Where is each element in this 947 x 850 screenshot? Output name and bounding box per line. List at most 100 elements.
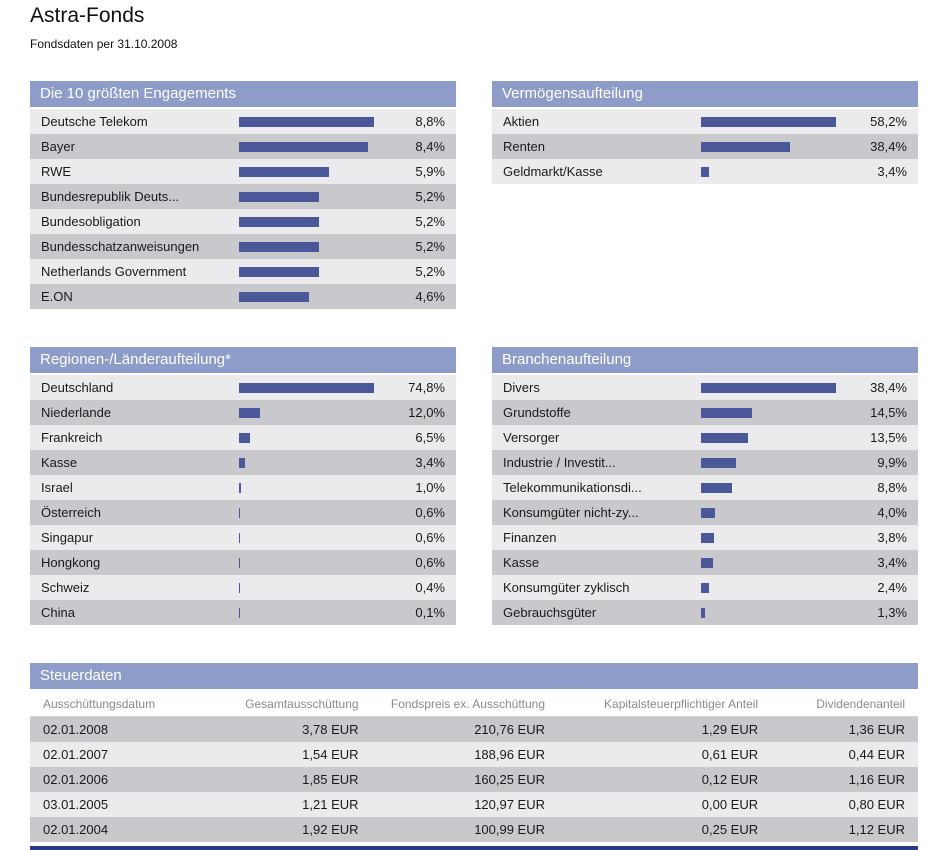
chart-row-value: 4,0% bbox=[877, 505, 907, 520]
table-cell: 120,97 EUR bbox=[474, 797, 546, 812]
chart-row-label: Gebrauchsgüter bbox=[503, 605, 597, 620]
chart-row-label: RWE bbox=[41, 164, 72, 179]
table-column-header: Fondspreis ex. Ausschüttung bbox=[390, 696, 546, 711]
table-cell: 02.01.2006 bbox=[43, 772, 109, 787]
panel-asset-allocation: Vermögensaufteilung Aktien 58,2% Renten 38,… bbox=[492, 81, 918, 184]
chart-row-label: Bundesrepublik Deuts... bbox=[41, 189, 180, 204]
chart-bar-area bbox=[238, 532, 386, 543]
chart-row-value: 9,9% bbox=[877, 455, 907, 470]
chart-row-value: 3,4% bbox=[877, 555, 907, 570]
table-column-header: Kapitalsteuerpflichtiger Anteil bbox=[604, 696, 759, 711]
chart-row-label: Österreich bbox=[41, 505, 101, 520]
chart-row-label: Divers bbox=[503, 380, 540, 395]
chart-row-value: 38,4% bbox=[870, 380, 907, 395]
table-cell: 0,25 EUR bbox=[701, 822, 759, 837]
chart-bar-area bbox=[238, 116, 386, 127]
panel-body: Divers 38,4% Grundstoffe 14,5% Versorger 13,5… bbox=[492, 375, 918, 625]
chart-row-value: 5,2% bbox=[415, 264, 445, 279]
table-cell: 1,92 EUR bbox=[302, 822, 359, 837]
chart-row: Bayer 8,4% bbox=[30, 134, 456, 159]
chart-row: Niederlande 12,0% bbox=[30, 400, 456, 425]
chart-bar-area bbox=[238, 557, 386, 568]
chart-row: Schweiz 0,4% bbox=[30, 575, 456, 600]
chart-row-label: Industrie / Investit... bbox=[503, 455, 616, 470]
chart-bar bbox=[238, 191, 319, 202]
chart-row-label: Versorger bbox=[503, 430, 560, 445]
chart-bar-area bbox=[700, 407, 848, 418]
chart-bar-area bbox=[700, 532, 848, 543]
chart-row: Kasse 3,4% bbox=[492, 550, 918, 575]
chart-bar bbox=[238, 291, 310, 302]
table-head-row: Ausschüttungsdatum Gesamtausschüttung Fond… bbox=[30, 691, 918, 717]
chart-bar-area bbox=[700, 457, 848, 468]
chart-row-label: Netherlands Government bbox=[41, 264, 187, 279]
chart-row-value: 3,8% bbox=[877, 530, 907, 545]
chart-row: Renten 38,4% bbox=[492, 134, 918, 159]
chart-row-value: 12,0% bbox=[408, 405, 445, 420]
chart-row-label: Finanzen bbox=[503, 530, 557, 545]
table-cell: 0,80 EUR bbox=[848, 797, 905, 812]
chart-row-label: Renten bbox=[503, 139, 545, 154]
table-cell: 160,25 EUR bbox=[474, 772, 546, 787]
chart-bar bbox=[238, 241, 319, 252]
chart-bar-area bbox=[700, 557, 848, 568]
chart-bar bbox=[238, 407, 261, 418]
chart-row-value: 3,4% bbox=[415, 455, 445, 470]
chart-bar-area bbox=[700, 116, 848, 127]
table-column-header: Ausschüttungsdatum bbox=[43, 696, 156, 711]
chart-bar bbox=[238, 116, 374, 127]
chart-row: Industrie / Investit... 9,9% bbox=[492, 450, 918, 475]
chart-bar bbox=[700, 382, 836, 393]
table-body: 02.01.2008 3,78 EUR 210,76 EUR 1,29 EUR 1,36… bbox=[30, 717, 918, 842]
chart-row-label: Bundesschatzanweisungen bbox=[41, 239, 200, 254]
chart-row: Österreich 0,6% bbox=[30, 500, 456, 525]
panel-region-allocation: Regionen-/Länderaufteilung* Deutschland 7… bbox=[30, 347, 456, 625]
page-subtitle: Fondsdaten per 31.10.2008 bbox=[30, 37, 178, 51]
table-cell: 1,21 EUR bbox=[302, 797, 359, 812]
chart-bar-area bbox=[700, 507, 848, 518]
chart-row: Deutschland 74,8% bbox=[30, 375, 456, 400]
chart-row-value: 0,4% bbox=[415, 580, 445, 595]
table-cell: 1,16 EUR bbox=[848, 772, 905, 787]
table-column-header: Dividendenanteil bbox=[816, 696, 905, 711]
chart-row-label: Konsumgüter nicht-zy... bbox=[503, 505, 639, 520]
table-cell: 0,00 EUR bbox=[701, 797, 759, 812]
table-cell: 1,29 EUR bbox=[701, 722, 759, 737]
chart-bar bbox=[700, 557, 713, 568]
chart-row: Konsumgüter zyklisch 2,4% bbox=[492, 575, 918, 600]
chart-row: RWE 5,9% bbox=[30, 159, 456, 184]
chart-row-value: 0,6% bbox=[415, 555, 445, 570]
chart-row-label: Grundstoffe bbox=[503, 405, 571, 420]
table-cell: 1,85 EUR bbox=[302, 772, 359, 787]
chart-row-value: 6,5% bbox=[415, 430, 445, 445]
chart-bar bbox=[238, 141, 368, 152]
table-cell: 02.01.2008 bbox=[43, 722, 109, 737]
panel-top-holdings: Die 10 größten Engagements Deutsche Tele… bbox=[30, 81, 456, 309]
chart-row-label: Deutschland bbox=[41, 380, 114, 395]
chart-bar-area bbox=[238, 582, 386, 593]
chart-row-label: Deutsche Telekom bbox=[41, 114, 148, 129]
page-title: Astra-Fonds bbox=[30, 4, 145, 27]
chart-bar-area bbox=[238, 241, 386, 252]
chart-row: Netherlands Government 5,2% bbox=[30, 259, 456, 284]
chart-bar bbox=[238, 216, 319, 227]
chart-bar-area bbox=[238, 507, 386, 518]
chart-row-value: 5,2% bbox=[415, 214, 445, 229]
panel-title: Branchenaufteilung bbox=[492, 347, 918, 373]
chart-bar bbox=[700, 532, 715, 543]
chart-bar-area bbox=[238, 407, 386, 418]
chart-row-label: Kasse bbox=[503, 555, 540, 570]
chart-bar-area bbox=[700, 141, 848, 152]
chart-row-label: Israel bbox=[41, 480, 73, 495]
chart-bar-area bbox=[238, 432, 386, 443]
chart-row-label: Bundesobligation bbox=[41, 214, 141, 229]
chart-bar bbox=[700, 116, 836, 127]
chart-row-value: 74,8% bbox=[408, 380, 445, 395]
table-title: Steuerdaten bbox=[30, 663, 918, 689]
chart-row: Singapur 0,6% bbox=[30, 525, 456, 550]
chart-bar-area bbox=[238, 482, 386, 493]
chart-row-value: 8,8% bbox=[877, 480, 907, 495]
table-cell: 0,61 EUR bbox=[701, 747, 759, 762]
page-header: Astra-Fonds Fondsdaten per 31.10.2008 bbox=[30, 4, 947, 51]
chart-row-label: E.ON bbox=[41, 289, 73, 304]
